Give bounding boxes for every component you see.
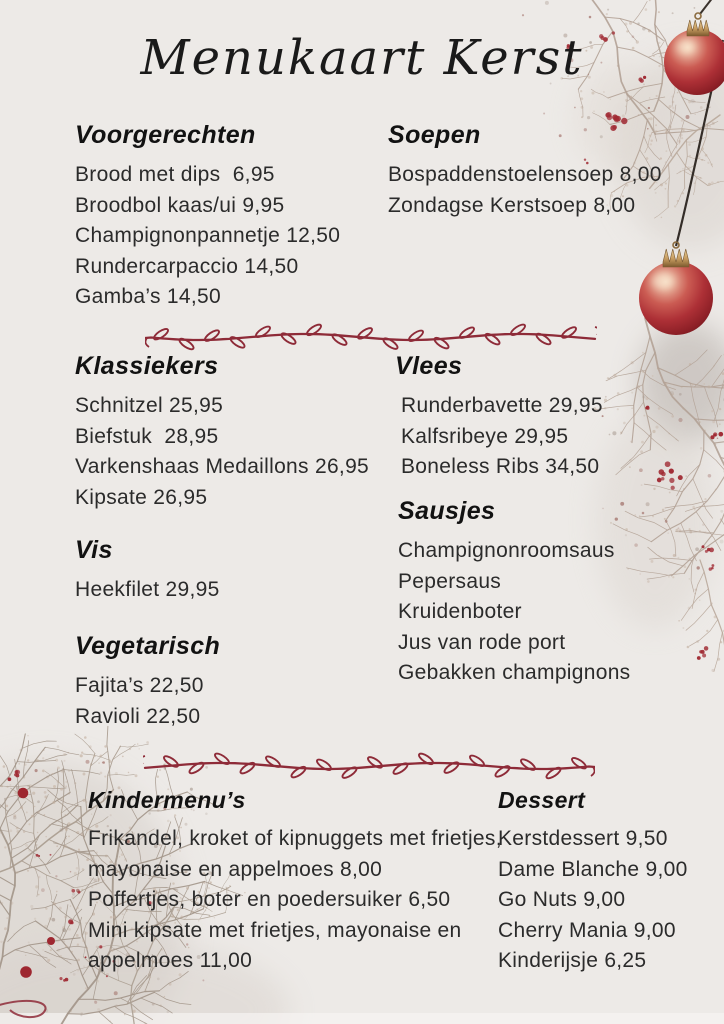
menu-item: Kinderijsje 6,25 <box>498 949 647 972</box>
section-items: Bospaddenstoelensoep 8,00 Zondagse Kersts… <box>388 160 723 221</box>
section-heading: Sausjes <box>398 497 496 525</box>
section-dessert: Dessert Kerstdessert 9,50 Dame Blanche 9,… <box>498 787 718 977</box>
menu-item: Fajita’s 22,50 <box>75 674 204 697</box>
section-heading: Vegetarisch <box>75 632 221 660</box>
menu-item: Champignonroomsaus <box>398 539 615 562</box>
section-klassiekers: Klassiekers Schnitzel 25,95 Biefstuk 28,9… <box>75 352 410 513</box>
menu-item: Kipsate 26,95 <box>75 485 208 509</box>
section-items: Champignonroomsaus Pepersaus Kruidenboter J… <box>398 536 724 689</box>
menu-item: Schnitzel 25,95 <box>75 394 224 417</box>
menu-item: Dame Blanche 9,00 <box>498 857 688 881</box>
section-heading: Kindermenu’s <box>88 787 246 813</box>
menu-item: Poffertjes, boter en poedersuiker 6,50 <box>88 888 451 911</box>
vine-divider-icon <box>143 752 595 780</box>
menu-item: Ravioli 22,50 <box>75 704 201 728</box>
section-heading: Vis <box>75 536 113 564</box>
menu-item: Kerstdessert 9,50 <box>498 827 668 850</box>
menu-item: Kruidenboter <box>398 600 522 623</box>
section-vis: Vis Heekfilet 29,95 <box>75 536 410 606</box>
menu-item: Runderbavette 29,95 <box>401 394 603 417</box>
section-kindermenu: Kindermenu’s Frikandel, kroket of kipnug… <box>88 787 524 977</box>
menu-item: Heekfilet 29,95 <box>75 578 220 601</box>
menu-item: Champignonpannetje 12,50 <box>75 224 341 247</box>
menu-item: Bospaddenstoelensoep 8,00 <box>388 163 662 186</box>
menu-item: Cherry Mania 9,00 <box>498 918 676 942</box>
page-title: Menukaart Kerst <box>140 30 584 86</box>
menu-item: Frikandel, kroket of kipnuggets met frie… <box>88 827 508 881</box>
menu-item: Gebakken champignons <box>398 661 631 684</box>
menu-item: Mini kipsate met frietjes, mayonaise en … <box>88 918 468 973</box>
section-items: Kerstdessert 9,50 Dame Blanche 9,00 Go Nut… <box>498 824 718 977</box>
section-heading: Vlees <box>395 352 463 380</box>
menu-item: Broodbol kaas/ui 9,95 <box>75 193 285 217</box>
bauble-cap <box>662 241 690 268</box>
menu-item: Go Nuts 9,00 <box>498 888 626 911</box>
section-items: Fajita’s 22,50 Ravioli 22,50 <box>75 671 410 732</box>
menu-item: Varkenshaas Medaillons 26,95 <box>75 455 370 478</box>
section-heading: Dessert <box>498 787 586 813</box>
section-vlees: Vlees Runderbavette 29,95 Kalfsribeye 29,… <box>395 352 724 483</box>
menu-item: Pepersaus <box>398 569 502 593</box>
section-items: Schnitzel 25,95 Biefstuk 28,95 Varkenshaas… <box>75 391 410 513</box>
section-items: Runderbavette 29,95 Kalfsribeye 29,95 Bone… <box>395 391 724 483</box>
menu-item: Boneless Ribs 34,50 <box>401 455 600 478</box>
menu-item: Brood met dips 6,95 <box>75 163 275 186</box>
section-heading: Klassiekers <box>75 352 219 380</box>
menu-item: Gamba’s 14,50 <box>75 285 221 308</box>
menu-item: Biefstuk 28,95 <box>75 424 219 448</box>
menu-item: Kalfsribeye 29,95 <box>401 424 569 448</box>
section-soepen: Soepen Bospaddenstoelensoep 8,00 Zondagse… <box>388 121 723 221</box>
vine-divider-icon <box>145 323 597 351</box>
menu-item: Zondagse Kerstsoep 8,00 <box>388 193 636 217</box>
corner-swirl-icon <box>0 999 47 1018</box>
section-heading: Voorgerechten <box>75 121 256 149</box>
menu-item: Rundercarpaccio 14,50 <box>75 254 299 278</box>
section-items: Heekfilet 29,95 <box>75 575 410 606</box>
section-voorgerechten: Voorgerechten Brood met dips 6,95 Broodbo… <box>75 121 410 313</box>
section-items: Brood met dips 6,95 Broodbol kaas/ui 9,95… <box>75 160 410 313</box>
menu-item: Jus van rode port <box>398 630 566 654</box>
section-items: Frikandel, kroket of kipnuggets met frie… <box>88 824 524 977</box>
section-sausjes: Sausjes Champignonroomsaus Pepersaus Kruid… <box>398 497 724 689</box>
section-heading: Soepen <box>388 121 481 149</box>
section-vegetarisch: Vegetarisch Fajita’s 22,50 Ravioli 22,50 <box>75 632 410 732</box>
